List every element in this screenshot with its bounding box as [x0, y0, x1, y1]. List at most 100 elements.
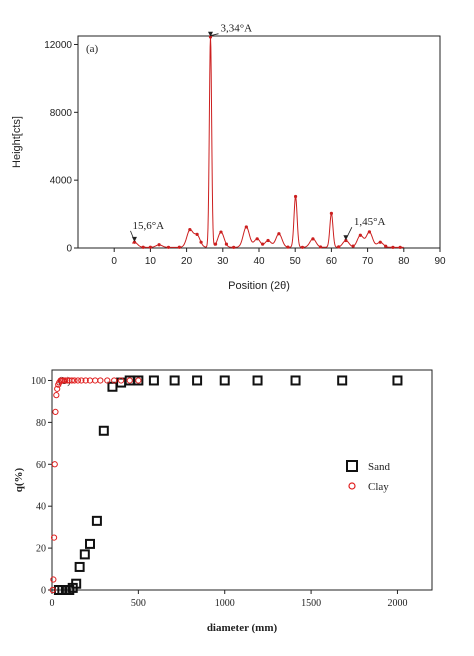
annotation-arrowhead	[207, 31, 213, 37]
xrd-point	[398, 245, 402, 249]
annotation-arrowhead	[131, 236, 137, 242]
sand-point	[148, 375, 159, 386]
xrd-point	[318, 245, 323, 249]
xrd-point	[224, 242, 229, 246]
xrd-point	[141, 245, 145, 249]
panel-label-a: (a)	[86, 43, 99, 55]
annotation-arrow	[210, 33, 219, 37]
xrd-point	[213, 242, 218, 246]
y-tick-label-a: 4000	[50, 176, 73, 187]
clay-point	[54, 385, 61, 392]
xrd-point	[255, 237, 259, 241]
sand-point	[252, 375, 263, 386]
x-tick-label-b: 1000	[215, 598, 235, 609]
chart-b: (b) diameter (mm) q(%) 0 500 1000 1500 20000…	[13, 369, 433, 634]
xrd-point	[358, 233, 362, 237]
xrd-point	[266, 238, 270, 243]
x-tick-label-a: 80	[398, 256, 410, 267]
sand-point	[71, 578, 82, 589]
clay-point	[50, 576, 57, 583]
legend-marker-clay	[348, 482, 356, 490]
annotation-label: 3,34°A	[220, 23, 252, 35]
plot-frame-b	[51, 369, 433, 591]
x-axis-label-a: Position (2θ)	[228, 280, 290, 292]
xrd-point	[177, 245, 181, 249]
xrd-point	[311, 237, 315, 241]
sand-point	[169, 375, 180, 386]
legend-b: Sand Clay	[346, 460, 391, 493]
x-tick-label-b: 0	[50, 598, 55, 609]
clay-point	[74, 377, 82, 384]
clay-point	[78, 377, 85, 384]
x-axis-label-b: diameter (mm)	[207, 622, 278, 634]
xrd-point	[244, 225, 248, 229]
plot-frame-a	[77, 35, 441, 249]
x-tick-label-a: 30	[217, 256, 229, 267]
xrd-point	[286, 245, 290, 249]
xrd-point	[157, 243, 161, 247]
clay-point	[51, 461, 58, 468]
clay-point	[82, 377, 89, 384]
y-tick-label-b: 60	[36, 460, 46, 471]
x-tick-label-b: 2000	[387, 598, 407, 609]
sand-point	[79, 549, 90, 560]
xrd-point	[329, 211, 333, 216]
sand-point	[98, 425, 109, 436]
series-sand	[53, 375, 403, 595]
xrd-point	[391, 245, 395, 249]
y-axis-label-b: q(%)	[13, 467, 25, 492]
clay-point	[135, 377, 142, 384]
clay-point	[117, 377, 125, 384]
sand-point	[219, 375, 230, 386]
xrd-point	[166, 245, 171, 249]
clay-point	[111, 377, 118, 384]
xrd-point	[367, 230, 372, 234]
clay-point	[52, 408, 59, 416]
xrd-point	[261, 242, 265, 246]
xrd-point	[300, 245, 305, 249]
xrd-point	[195, 232, 199, 236]
xrd-point	[148, 245, 152, 249]
sand-point	[85, 538, 95, 549]
x-tick-label-b: 1500	[301, 598, 321, 609]
xrd-point	[199, 240, 203, 244]
clay-point	[50, 534, 58, 541]
xrd-point	[219, 230, 223, 234]
sand-point	[392, 375, 403, 386]
x-tick-label-a: 90	[434, 256, 446, 267]
sand-point	[133, 375, 144, 386]
legend-label: Sand	[368, 461, 391, 473]
xrd-point	[293, 194, 298, 199]
xrd-point	[344, 238, 348, 243]
xrd-point	[337, 245, 341, 249]
clay-point	[92, 377, 99, 384]
xrd-point	[232, 245, 236, 249]
ticks-a: 0 10 20 30 40 50 60 70 80 90 0 4000 8000 12000	[44, 40, 446, 267]
xrd-point	[208, 35, 213, 39]
sand-point	[337, 375, 348, 386]
y-tick-label-b: 0	[41, 586, 46, 597]
clay-point	[62, 377, 69, 384]
xrd-point	[132, 240, 137, 244]
x-tick-label-a: 70	[362, 256, 374, 267]
clay-point	[104, 377, 111, 384]
annotations-a: 15,6°A 3,34°A 1,45°A	[130, 23, 386, 242]
clay-point	[60, 377, 67, 384]
annotation-label: 1,45°A	[354, 216, 386, 228]
y-tick-label-a: 8000	[50, 108, 73, 119]
legend-marker-sand	[346, 460, 358, 472]
clay-point	[97, 377, 104, 384]
xrd-point	[188, 228, 192, 232]
x-tick-label-a: 10	[145, 256, 157, 267]
x-tick-label-a: 60	[326, 256, 338, 267]
clay-point	[64, 377, 71, 384]
x-tick-label-a: 20	[181, 256, 193, 267]
clay-point	[68, 377, 75, 384]
clay-point	[49, 586, 56, 594]
y-tick-label-a: 12000	[44, 40, 72, 51]
series-clay	[49, 377, 142, 594]
x-tick-label-a: 40	[253, 256, 265, 267]
xrd-point	[351, 244, 355, 248]
sand-point	[107, 381, 118, 392]
